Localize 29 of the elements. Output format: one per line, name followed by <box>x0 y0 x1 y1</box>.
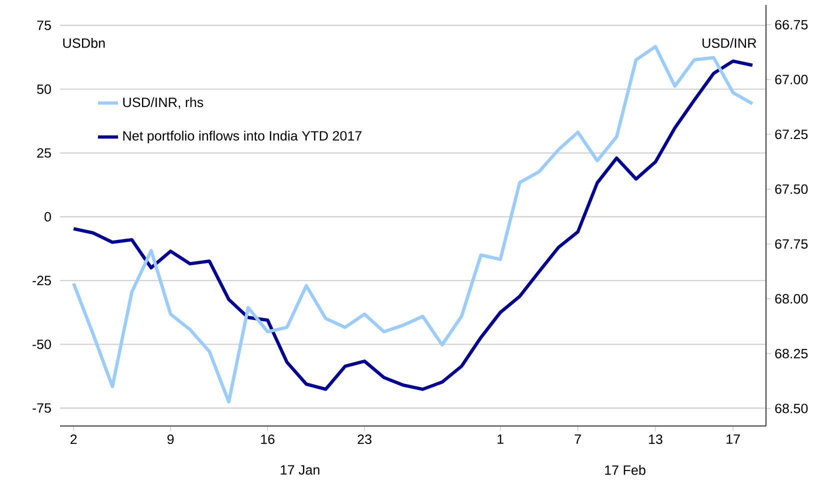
legend-label: USD/INR, rhs <box>123 97 204 109</box>
y2-tick-label: 68.00 <box>775 294 808 304</box>
text: 17 Jan <box>280 465 320 475</box>
y-tick-label: 75 <box>37 20 51 30</box>
x-tick-label: 9 <box>167 434 174 444</box>
y-tick-label: -25 <box>32 276 51 286</box>
y-tick-label: 0 <box>44 212 51 222</box>
x-tick-label: 23 <box>358 434 372 444</box>
y2-tick-label: 66.75 <box>775 20 808 30</box>
x-tick-label: 7 <box>574 434 581 444</box>
x-tick-label: 13 <box>649 434 662 444</box>
y-tick-label: 50 <box>37 84 51 94</box>
x-tick-label: 16 <box>261 434 274 444</box>
y2-tick-label: 68.25 <box>775 348 808 358</box>
x-tick-label: 1 <box>498 434 504 444</box>
y2-tick-label: 67.25 <box>775 130 808 140</box>
y-tick-label: 25 <box>37 148 51 158</box>
y-tick-label: -75 <box>32 403 51 413</box>
legend-label: Net portfolio inflows into India YTD 2017 <box>123 130 362 144</box>
y2-tick-label: 67.00 <box>775 74 808 84</box>
y-tick-label: -50 <box>32 340 51 350</box>
y2-tick-label: 68.50 <box>775 404 808 414</box>
text: 17 Feb <box>605 465 646 475</box>
x-tick-label: 2 <box>70 434 77 444</box>
y2-tick-label: 67.50 <box>775 184 808 194</box>
y2-axis-title: USD/INR <box>702 38 756 48</box>
y2-tick-label: 67.75 <box>775 239 808 249</box>
y-axis-title: USDbn <box>63 38 105 48</box>
x-tick-label: 17 <box>726 434 740 444</box>
